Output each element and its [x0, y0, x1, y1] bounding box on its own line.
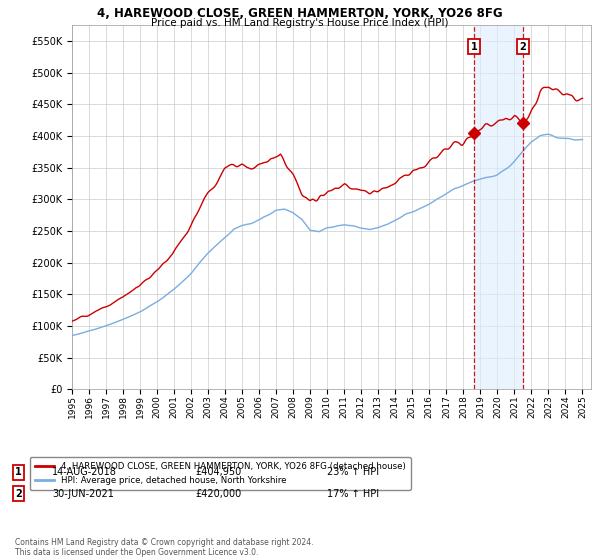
Text: 14-AUG-2018: 14-AUG-2018 — [52, 467, 117, 477]
Text: 4, HAREWOOD CLOSE, GREEN HAMMERTON, YORK, YO26 8FG: 4, HAREWOOD CLOSE, GREEN HAMMERTON, YORK… — [97, 7, 503, 20]
Text: £420,000: £420,000 — [195, 489, 241, 499]
Text: 23% ↑ HPI: 23% ↑ HPI — [327, 467, 379, 477]
Text: 1: 1 — [15, 467, 22, 477]
Text: 1: 1 — [470, 41, 478, 52]
Text: 17% ↑ HPI: 17% ↑ HPI — [327, 489, 379, 499]
Text: £404,950: £404,950 — [195, 467, 241, 477]
Text: Contains HM Land Registry data © Crown copyright and database right 2024.
This d: Contains HM Land Registry data © Crown c… — [15, 538, 314, 557]
Text: 2: 2 — [15, 489, 22, 499]
Bar — [474, 25, 523, 389]
Text: 2: 2 — [520, 41, 526, 52]
Legend: 4, HAREWOOD CLOSE, GREEN HAMMERTON, YORK, YO26 8FG (detached house), HPI: Averag: 4, HAREWOOD CLOSE, GREEN HAMMERTON, YORK… — [29, 457, 410, 490]
Text: 30-JUN-2021: 30-JUN-2021 — [52, 489, 114, 499]
Text: Price paid vs. HM Land Registry's House Price Index (HPI): Price paid vs. HM Land Registry's House … — [151, 18, 449, 28]
